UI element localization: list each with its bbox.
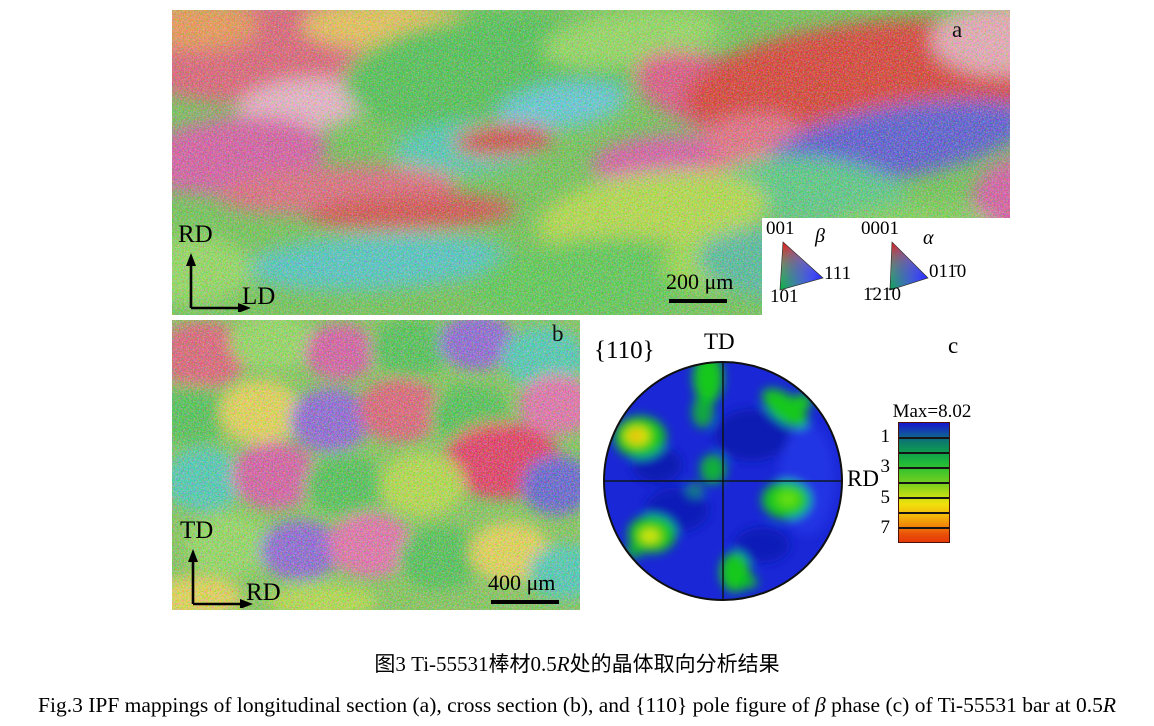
- panel-b-axis-vertical-label: TD: [180, 517, 214, 544]
- panel-a-axis-horizontal-label: LD: [242, 283, 276, 310]
- panel-b-axis-horizontal-label: RD: [246, 579, 281, 606]
- colorbar-tick-3: 3: [880, 456, 891, 477]
- pole-axis-right-label: RD: [847, 466, 879, 491]
- colorbar-max-label: Max=8.02: [892, 401, 972, 422]
- panel-a-ipf-map: a RD LD 200 μm 001: [172, 10, 1010, 315]
- panel-b-scalebar: 400 μm: [488, 572, 559, 604]
- alpha-ipf-triangle-icon: [889, 241, 929, 291]
- intensity-colorbar: [898, 422, 950, 543]
- colorbar-separator: [899, 527, 949, 529]
- caption-chinese: 图3 Ti-55531棒材0.5R处的晶体取向分析结果: [374, 652, 780, 676]
- panel-a-scalebar-text: 200 μm: [666, 269, 734, 294]
- panel-a-scalebar-line: [669, 299, 727, 303]
- panel-b-scalebar-line: [491, 600, 559, 604]
- alpha-corner-right-label: 011̄0: [929, 261, 967, 282]
- beta-phase-symbol: β: [815, 225, 825, 247]
- panel-b-ebsd-image: [172, 320, 580, 610]
- caption-english: Fig.3 IPF mappings of longitudinal secti…: [38, 693, 1116, 717]
- colorbar-tick-7: 7: [880, 517, 891, 538]
- alpha-phase-symbol: α: [923, 227, 934, 249]
- panel-a-scalebar: 200 μm: [666, 271, 733, 303]
- alpha-corner-bottom-left-label: 1̄21̄0: [863, 284, 901, 305]
- panel-b-axes-arrows-icon: [188, 549, 253, 608]
- pole-family-label: {110}: [594, 337, 655, 364]
- beta-ipf-triangle-icon: [779, 241, 824, 291]
- panel-b-scalebar-text: 400 μm: [488, 570, 556, 595]
- panel-a-axis-vertical-label: RD: [178, 221, 213, 248]
- colorbar-separator: [899, 437, 949, 439]
- colorbar-separator: [899, 467, 949, 469]
- colorbar-separator: [899, 452, 949, 454]
- panel-b-ipf-map: b TD RD 400 μm: [172, 320, 580, 610]
- panel-a-ebsd-image: [172, 10, 1010, 315]
- beta-corner-right-label: 111: [824, 263, 852, 284]
- pole-figure-plot: [603, 361, 843, 601]
- colorbar-separator: [899, 497, 949, 499]
- alpha-corner-top-label: 0001: [861, 218, 899, 239]
- colorbar-separator: [899, 482, 949, 484]
- ipf-color-key: 001 β: [762, 218, 1010, 315]
- pole-axis-top-label: TD: [704, 329, 735, 354]
- colorbar-tick-1: 1: [880, 426, 891, 447]
- colorbar-tick-5: 5: [880, 487, 891, 508]
- colorbar-separator: [899, 512, 949, 514]
- panel-a-label: a: [952, 17, 963, 42]
- panel-c-pole-figure: {110} TD RD c: [590, 325, 1010, 620]
- panel-a-axes-arrows-icon: [186, 253, 251, 312]
- beta-corner-top-label: 001: [766, 218, 795, 239]
- panel-b-label: b: [552, 321, 564, 346]
- panel-c-label: c: [948, 333, 959, 358]
- beta-corner-bottom-left-label: 101: [770, 286, 799, 307]
